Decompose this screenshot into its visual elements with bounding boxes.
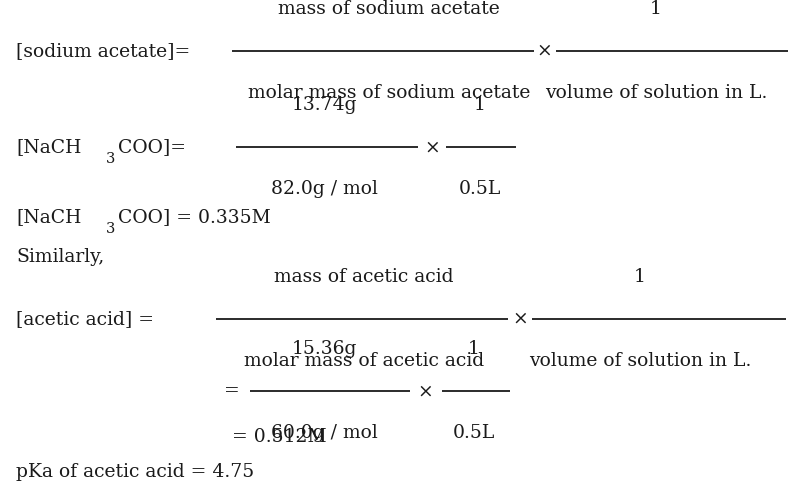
Text: 60.0g / mol: 60.0g / mol	[270, 424, 378, 442]
Text: 3: 3	[106, 153, 115, 166]
Text: [acetic acid] =: [acetic acid] =	[16, 310, 154, 328]
Text: 1: 1	[650, 0, 662, 18]
Text: 1: 1	[634, 268, 646, 286]
Text: 0.5L: 0.5L	[453, 424, 494, 442]
Text: = 0.512M: = 0.512M	[232, 428, 326, 446]
Text: 15.36g: 15.36g	[291, 341, 357, 358]
Text: 0.5L: 0.5L	[459, 180, 501, 198]
Text: COO] = 0.335M: COO] = 0.335M	[118, 208, 271, 227]
Text: ×: ×	[512, 310, 528, 328]
Text: ×: ×	[536, 42, 552, 60]
Text: ×: ×	[418, 382, 434, 400]
Text: ×: ×	[424, 138, 440, 156]
Text: 3: 3	[106, 223, 115, 236]
Text: mass of sodium acetate: mass of sodium acetate	[278, 0, 500, 18]
Text: mass of acetic acid: mass of acetic acid	[274, 268, 454, 286]
Text: [NaCH: [NaCH	[16, 208, 82, 227]
Text: Similarly,: Similarly,	[16, 248, 104, 266]
Text: COO]=: COO]=	[118, 138, 186, 156]
Text: volume of solution in L.: volume of solution in L.	[545, 84, 767, 101]
Text: molar mass of acetic acid: molar mass of acetic acid	[244, 352, 484, 369]
Text: [NaCH: [NaCH	[16, 138, 82, 156]
Text: 82.0g / mol: 82.0g / mol	[270, 180, 378, 198]
Text: 1: 1	[468, 341, 479, 358]
Text: molar mass of sodium acetate: molar mass of sodium acetate	[248, 84, 530, 101]
Text: 1: 1	[474, 97, 486, 114]
Text: pKa of acetic acid = 4.75: pKa of acetic acid = 4.75	[16, 463, 254, 482]
Text: =: =	[224, 382, 240, 400]
Text: volume of solution in L.: volume of solution in L.	[529, 352, 751, 369]
Text: [sodium acetate]=: [sodium acetate]=	[16, 42, 190, 60]
Text: 13.74g: 13.74g	[291, 97, 357, 114]
